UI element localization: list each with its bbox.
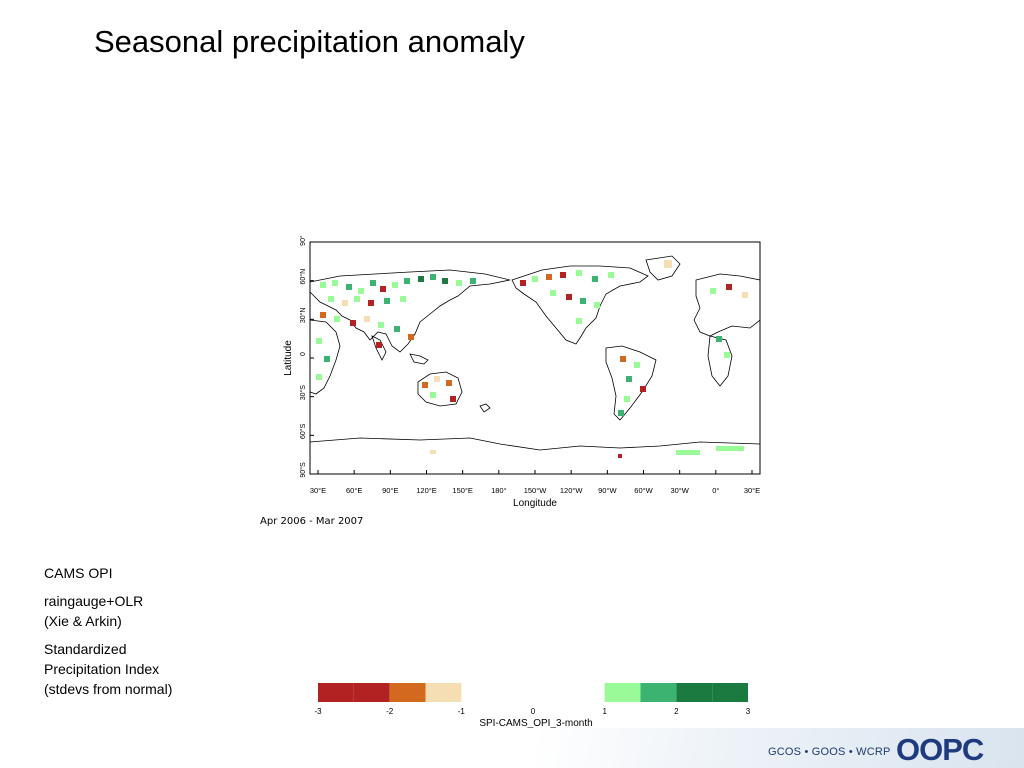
map-svg: Latitude Longitude 90°N 60°N 30°N 0 30°S 60°S…	[283, 230, 761, 509]
colorbar-svg: -3 -2 -1 0 1 2 3 SPI-CAMS_OPI_3-month	[314, 683, 751, 729]
colorbar-bin	[640, 683, 677, 702]
colorbar-tick: -3	[314, 707, 322, 716]
latitude-label: Latitude	[283, 340, 294, 376]
longitude-tick: 120°E	[416, 486, 437, 495]
colorbar-bins	[318, 683, 748, 702]
longitude-tick: 60°W	[634, 486, 653, 495]
precipitation-anomaly-map: Latitude Longitude 90°N 60°N 30°N 0 30°S 60°S…	[280, 230, 770, 511]
latitude-tick: 30°S	[299, 385, 307, 401]
index-line-1: Standardized	[44, 641, 127, 657]
oopc-logo: OOPC	[896, 732, 984, 767]
colorbar-bin	[318, 683, 354, 702]
colorbar-tick: -2	[386, 707, 394, 716]
latitude-tick: 30°N	[299, 308, 307, 324]
colorbar-bin	[676, 683, 713, 702]
longitude-label: Longitude	[513, 498, 557, 509]
colorbar-legend: -3 -2 -1 0 1 2 3 SPI-CAMS_OPI_3-month	[312, 680, 764, 730]
longitude-tick: 90°W	[598, 486, 617, 495]
footer-partners: GCOS • GOOS • WCRP	[768, 746, 891, 758]
colorbar-bin	[425, 683, 462, 702]
source-note: CAMS OPI	[44, 565, 113, 581]
longitude-tick: 150°E	[452, 486, 473, 495]
anomaly-cells	[316, 260, 748, 458]
longitude-tick: 60°E	[346, 486, 362, 495]
side-notes: CAMS OPI raingauge+OLR (Xie & Arkin) Sta…	[44, 563, 254, 707]
longitude-tick: 30°E	[744, 486, 760, 495]
time-period: Apr 2006 - Mar 2007	[260, 516, 364, 527]
longitude-tick: 30°W	[670, 486, 689, 495]
method-note: raingauge+OLR (Xie & Arkin)	[44, 591, 254, 631]
longitude-tick: 90°E	[382, 486, 398, 495]
colorbar-tick: 1	[602, 707, 607, 716]
footer-band	[0, 728, 1024, 768]
method-line-2: (Xie & Arkin)	[44, 613, 122, 629]
latitude-tick: 90°S	[299, 462, 307, 478]
longitude-tick: 180°	[491, 486, 507, 495]
colorbar-tick: 3	[746, 707, 751, 716]
colorbar-title: SPI-CAMS_OPI_3-month	[479, 718, 592, 729]
slide-title: Seasonal precipitation anomaly	[94, 24, 525, 59]
colorbar-tick: 2	[674, 707, 679, 716]
latitude-tick: 60°S	[299, 423, 307, 439]
colorbar-tick: 0	[531, 707, 536, 716]
longitude-tick: 30°E	[310, 486, 326, 495]
index-note: Standardized Precipitation Index (stdevs…	[44, 639, 254, 699]
index-line-2: Precipitation Index	[44, 661, 160, 677]
colorbar-bin	[389, 683, 426, 702]
colorbar-bin	[353, 683, 390, 702]
colorbar-tick: -1	[458, 707, 466, 716]
latitude-tick-labels: 90°N 60°N 30°N 0 30°S 60°S 90°S	[299, 230, 314, 478]
latitude-tick: 90°N	[299, 236, 307, 246]
colorbar-bin	[604, 683, 641, 702]
longitude-tick: 120°W	[560, 486, 584, 495]
colorbar-bin	[712, 683, 748, 702]
latitude-tick: 0	[300, 352, 307, 356]
latitude-tick: 60°N	[299, 269, 307, 285]
longitude-tick-labels: 30°E 60°E 90°E 120°E 150°E 180° 150°W 120°W 90°W…	[310, 470, 760, 495]
longitude-tick: 150°W	[524, 486, 548, 495]
colorbar-tick-labels: -3 -2 -1 0 1 2 3	[314, 707, 750, 716]
longitude-tick: 0°	[712, 486, 719, 495]
method-line-1: raingauge+OLR	[44, 593, 144, 609]
index-line-3: (stdevs from normal)	[44, 681, 173, 697]
coastlines	[309, 255, 761, 451]
